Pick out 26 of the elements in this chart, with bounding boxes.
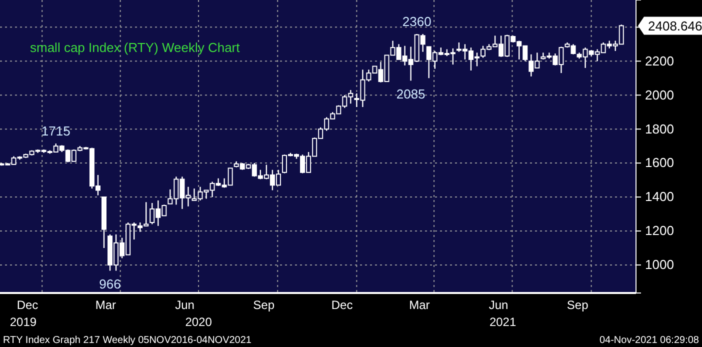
y-tick-label: 2200 — [645, 53, 674, 68]
x-tick-label: Jun — [488, 298, 508, 312]
y-tick-label: 1400 — [645, 189, 674, 204]
annotation: 966 — [99, 276, 121, 292]
y-tick-label: 1800 — [645, 121, 674, 136]
x-tick-label: Jun — [175, 298, 194, 312]
y-tick-label: 2000 — [645, 87, 674, 102]
y-tick-label: 1600 — [645, 155, 674, 170]
x2-tick-label: 2021 — [489, 315, 516, 329]
text: 04-Nov-2021 06:29:08 — [599, 335, 700, 346]
y-tick-label: 1200 — [645, 223, 674, 238]
text: small cap Index (RTY) Weekly Chart — [30, 40, 240, 55]
annotation: 2085 — [396, 86, 426, 102]
x-tick-label: Sep — [253, 298, 275, 312]
x2-tick-label: 2019 — [10, 315, 37, 329]
annotation: 2360 — [402, 14, 432, 29]
text: 2408.646 — [648, 18, 702, 34]
x-tick-label: Sep — [566, 298, 589, 312]
x-tick-label: Mar — [95, 298, 116, 312]
annotation: 1715 — [41, 124, 70, 139]
x2-tick-label: 2020 — [185, 315, 212, 329]
x-tick-label: Mar — [409, 298, 430, 312]
x-tick-label: Dec — [16, 298, 38, 312]
y-tick-label: 1000 — [645, 257, 674, 272]
text: RTY Index Graph 217 Weekly 05NOV2016-04NOV2021 — [3, 335, 252, 346]
x-tick-label: Dec — [331, 298, 353, 312]
